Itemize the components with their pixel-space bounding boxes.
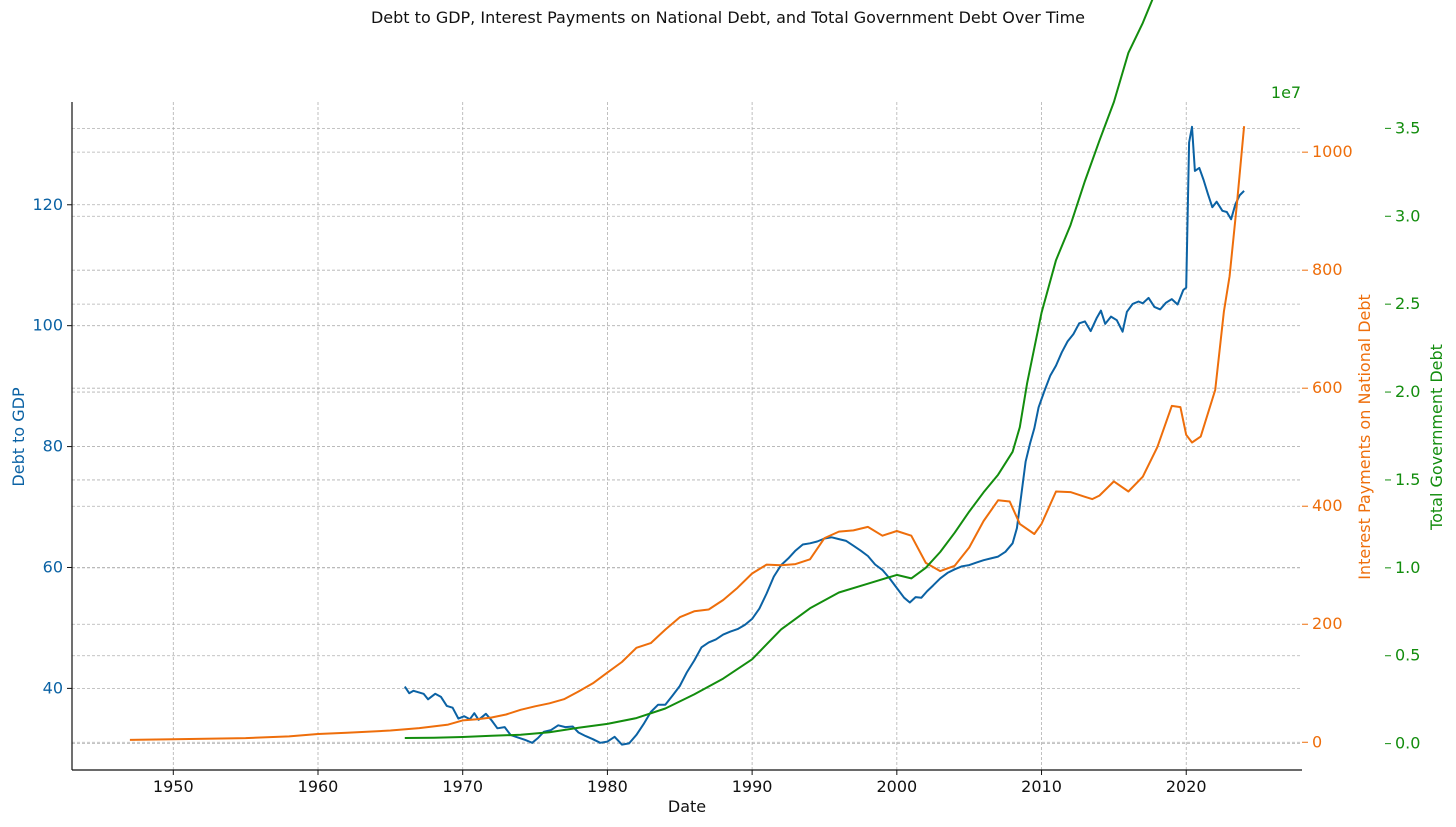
right2-axis-label: Total Government Debt [1427, 344, 1446, 531]
right2-tick-label: 0.5 [1395, 646, 1420, 665]
x-tick-label: 2020 [1166, 777, 1207, 796]
x-tick-label: 1950 [153, 777, 194, 796]
right2-tick-label: 3.0 [1395, 206, 1420, 225]
x-axis-label: Date [668, 797, 706, 816]
left-tick-label: 80 [43, 437, 63, 456]
right2-tick-label: 0.0 [1395, 734, 1420, 753]
right1-tick-label: 400 [1312, 496, 1343, 515]
right2-offset-label: 1e7 [1271, 83, 1301, 102]
right2-tick-label: 1.5 [1395, 470, 1420, 489]
right1-tick-label: 1000 [1312, 142, 1353, 161]
left-tick-label: 120 [32, 195, 63, 214]
chart-title: Debt to GDP, Interest Payments on Nation… [371, 8, 1085, 27]
right2-tick-label: 3.5 [1395, 118, 1420, 137]
right1-tick-label: 600 [1312, 378, 1343, 397]
x-tick-label: 1990 [732, 777, 773, 796]
left-tick-label: 40 [43, 678, 63, 697]
x-tick-label: 1960 [298, 777, 339, 796]
grid [72, 102, 1302, 770]
x-tick-label: 2010 [1021, 777, 1062, 796]
series-lines [129, 0, 1246, 746]
left-tick-label: 100 [32, 316, 63, 335]
axes: 1950 1960 1970 1980 1990 2000 2010 202040608010… [32, 102, 1420, 796]
right2-tick-label: 2.5 [1395, 294, 1420, 313]
right1-axis-label: Interest Payments on National Debt [1355, 294, 1374, 580]
left-axis-label: Debt to GDP [9, 387, 28, 487]
right1-tick-label: 0 [1312, 732, 1322, 751]
right1-tick-label: 800 [1312, 260, 1343, 279]
x-tick-label: 1970 [442, 777, 483, 796]
x-tick-label: 2000 [876, 777, 917, 796]
right2-tick-label: 2.0 [1395, 382, 1420, 401]
series-line [403, 125, 1245, 746]
right1-tick-label: 200 [1312, 614, 1343, 633]
left-tick-label: 60 [43, 557, 63, 576]
series-line [129, 126, 1246, 741]
series-line [404, 0, 1154, 739]
x-tick-label: 1980 [587, 777, 628, 796]
right2-tick-label: 1.0 [1395, 558, 1420, 577]
